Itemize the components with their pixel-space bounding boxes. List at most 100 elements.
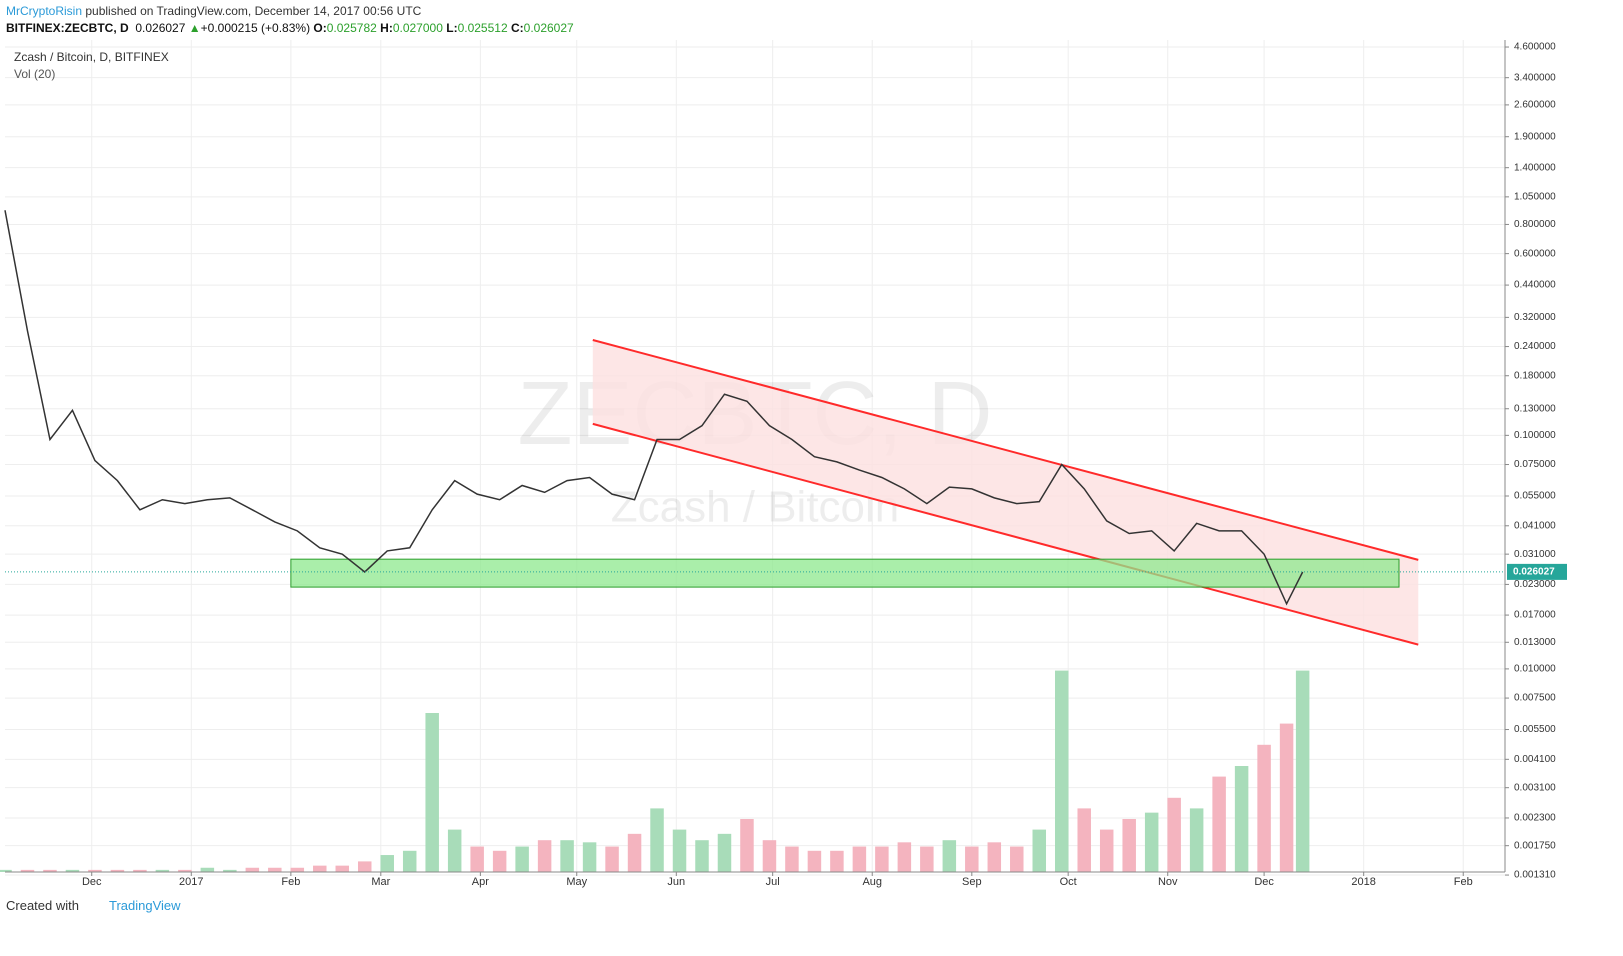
volume-bar [178,869,192,872]
legend-entry: Zcash / Bitcoin, D, BITFINEX [14,50,169,64]
volume-bar [942,840,957,872]
y-tick-label: 0.440000 [1514,280,1556,291]
channel-line [592,339,1419,561]
x-tick-label: Feb [1454,876,1473,888]
y-tick-label: 0.600000 [1514,248,1556,259]
volume-bar [897,842,912,872]
x-tick-label: Sep [962,876,982,888]
low: 0.025512 [457,21,508,35]
volume-bar [672,829,687,872]
author[interactable]: MrCryptoRisin [6,4,83,18]
footer: Created with TradingView [6,898,181,913]
last: 0.026027 [135,21,186,35]
volume-bar [447,829,462,872]
arrow: ▲ [188,21,201,35]
h-label: H: [380,21,393,35]
volume-bar [268,867,282,872]
volume-bar [1122,819,1136,872]
y-tick-label: 0.240000 [1514,341,1556,352]
volume-bar [1189,808,1204,872]
volume-bar [155,869,170,872]
volume-bar [425,713,439,872]
volume-bar [987,842,1002,872]
volume-bar [582,842,597,872]
y-tick-label: 0.004100 [1514,754,1556,765]
y-tick-label: 0.320000 [1514,312,1556,323]
x-tick-label: Dec [1254,876,1274,888]
y-tick-label: 0.001310 [1514,870,1556,881]
volume-bar [1077,808,1091,872]
volume-bar [605,846,619,872]
x-tick-label: Oct [1060,876,1077,888]
volume-bar [290,867,305,872]
change: +0.000215 (+0.83%) [200,21,311,35]
volume-bar [245,867,260,872]
open: 0.025782 [326,21,377,35]
published: published on TradingView.com, December 1… [85,4,422,18]
last-price-label: 0.026027 [1513,567,1555,578]
volume-bar [830,850,844,872]
x-tick-label: Jun [667,876,685,888]
volume-bar [1295,670,1310,872]
y-tick-label: 0.003100 [1514,782,1556,793]
high: 0.027000 [392,21,443,35]
y-tick-label: 0.005500 [1514,724,1556,735]
volume-bar [133,869,147,872]
brand[interactable]: TradingView [108,898,181,913]
volume-bar [1055,670,1069,872]
symbol: BITFINEX:ZECBTC, D [6,21,129,35]
volume-bar [875,846,889,872]
y-tick-label: 0.130000 [1514,403,1556,414]
legend-entry: Vol (20) [14,67,55,81]
support-zone [290,558,1400,588]
volume-bar [0,869,12,872]
y-tick-label: 0.055000 [1514,491,1556,502]
l-label: L: [446,21,458,35]
volume-bar [762,840,777,872]
y-tick-label: 0.001750 [1514,840,1556,851]
volume-bar [402,850,417,872]
volume-bar [650,808,664,872]
x-tick-label: Aug [862,876,882,888]
volume-bar [1099,829,1114,872]
c-label: C: [510,21,524,35]
created: Created with [6,898,79,913]
y-tick-label: 4.600000 [1514,42,1556,53]
y-tick-label: 0.180000 [1514,370,1556,381]
volume-bar [335,865,350,872]
volume-bar [740,819,754,872]
volume-bar [807,850,822,872]
y-tick-label: 1.900000 [1514,131,1556,142]
y-tick-label: 2.600000 [1514,100,1556,111]
o-label: O: [313,21,327,35]
x-tick-label: Nov [1158,876,1178,888]
volume-bar [88,869,102,872]
symbol-line: BITFINEX:ZECBTC, D 0.026027 ▲+0.000215 (… [6,21,574,35]
x-tick-label: 2017 [179,876,203,888]
x-tick-label: May [566,876,587,888]
volume-bar [470,846,484,872]
price-line [4,210,1304,606]
volume-bar [1010,846,1024,872]
y-tick-label: 0.007500 [1514,693,1556,704]
x-tick-label: Mar [371,876,390,888]
x-tick-label: Feb [281,876,300,888]
volume-bar [43,869,57,872]
volume-bar [110,869,125,872]
volume-bar [1257,744,1271,872]
y-tick-label: 0.013000 [1514,637,1556,648]
volume-bar [313,865,327,872]
x-tick-label: 2018 [1351,876,1375,888]
x-tick-label: Jul [766,876,780,888]
volume-bar [695,840,709,872]
y-tick-label: 0.002300 [1514,813,1556,824]
y-tick-label: 0.031000 [1514,549,1556,560]
volume-bar [20,869,35,872]
volume-bar [1032,829,1047,872]
y-tick-label: 3.400000 [1514,72,1556,83]
y-tick-label: 0.023000 [1514,579,1556,590]
header-line: MrCryptoRisin published on TradingView.c… [6,4,421,18]
x-tick-label: Dec [82,876,102,888]
y-tick-label: 1.050000 [1514,192,1556,203]
